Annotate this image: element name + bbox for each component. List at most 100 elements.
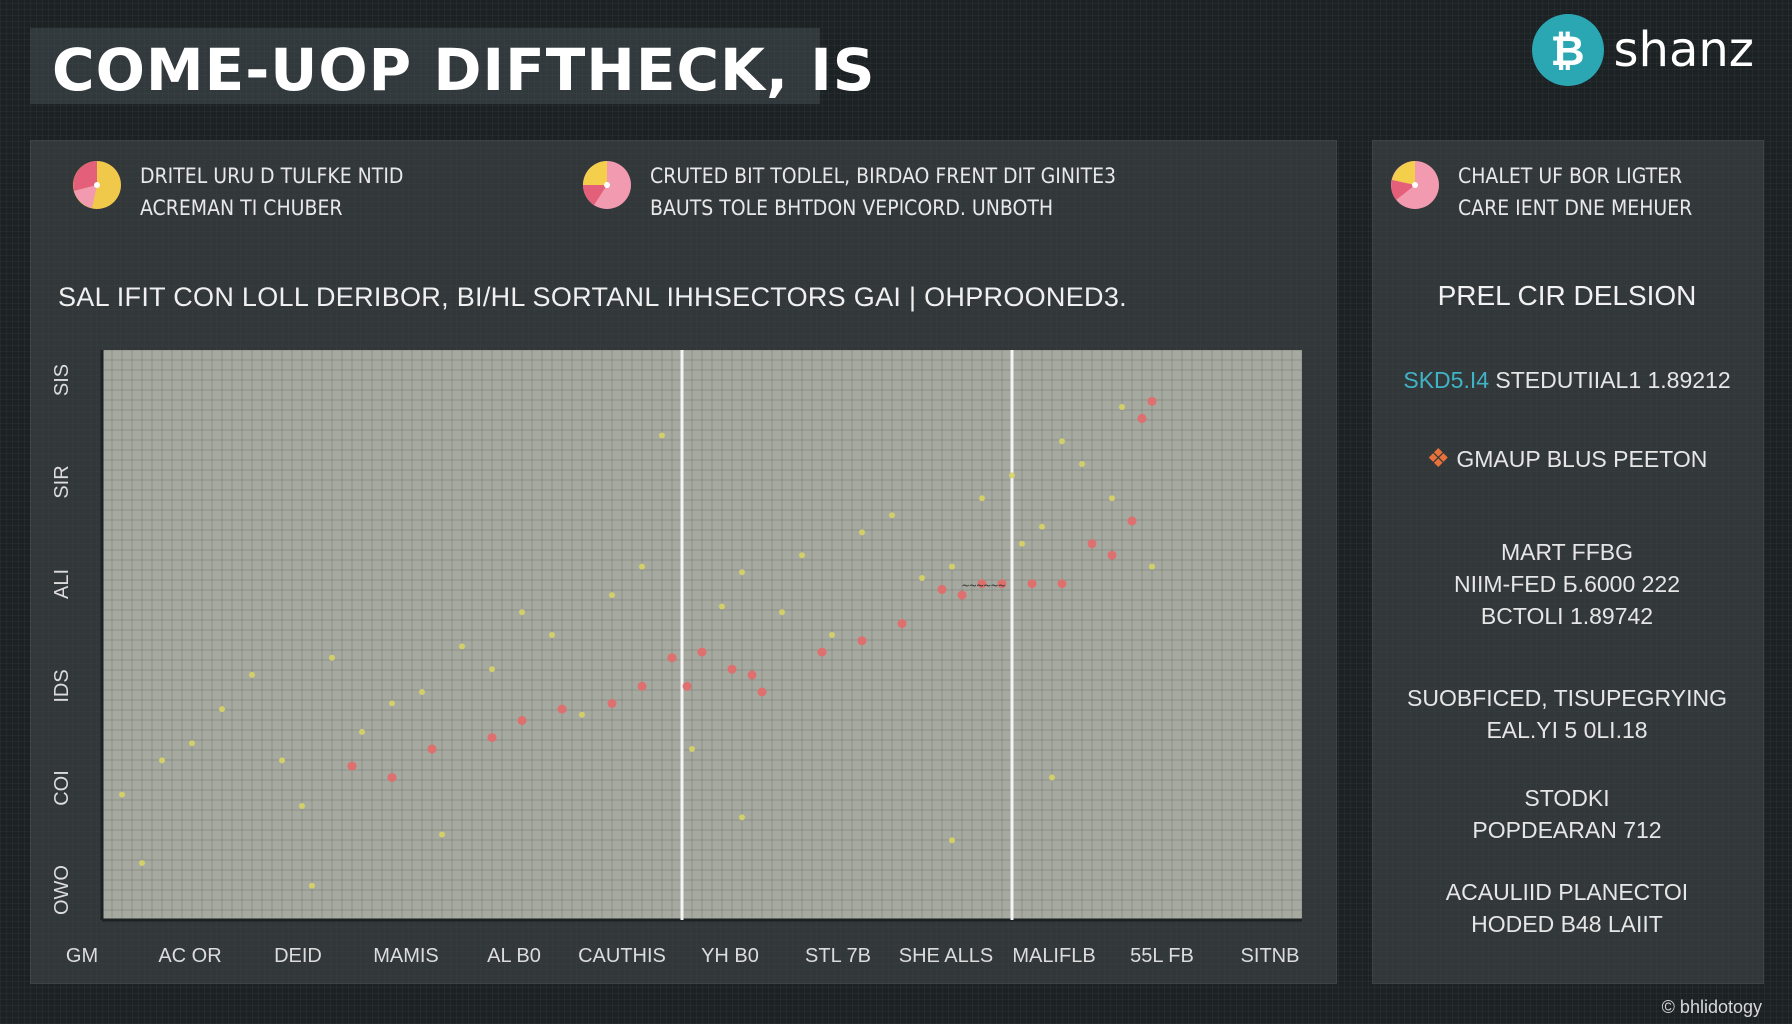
sidebar-row-2: ❖ GMAUP BLUS PEETON (1372, 442, 1762, 475)
data-point (309, 882, 315, 889)
data-point (857, 636, 867, 646)
data-point (949, 563, 955, 570)
data-point (607, 698, 617, 708)
legend-line: DRITEL URU D TULFKE NTID (140, 164, 404, 188)
data-point (1059, 438, 1065, 445)
data-point (817, 647, 827, 657)
legend-line: ACREMAN TI CHUBER (140, 196, 343, 220)
x-tick-label: 55L FB (1130, 945, 1194, 967)
title-banner (30, 28, 820, 104)
y-tick-label: COI (51, 770, 73, 806)
brand-name: shanz (1613, 22, 1754, 78)
block-line: MART FFBG (1500, 539, 1634, 565)
data-point (557, 704, 567, 714)
details-panel (1372, 140, 1764, 984)
x-tick-label: MAMIS (373, 945, 439, 967)
data-point (897, 619, 907, 629)
data-point (719, 603, 725, 610)
data-point (189, 740, 195, 747)
legend-line: CARE IENT DNE MEHUER (1458, 196, 1693, 220)
block-line: SUOBFICED, TISUPEGRYING (1407, 685, 1727, 711)
data-point (159, 757, 165, 764)
pie-chart-icon (1391, 161, 1439, 209)
data-point (419, 689, 425, 695)
data-point (1149, 563, 1155, 570)
data-point (1119, 404, 1125, 410)
data-point (219, 706, 225, 713)
legend-line: BAUTS TOLE BHTDON VEPICORD. UNBOTH (650, 196, 1054, 220)
grid-lines (101, 349, 1303, 921)
data-point (1049, 774, 1055, 781)
data-point (919, 575, 925, 581)
sidebar-block-2: SUOBFICED, TISUPEGRYING EAL.YI 5 0LI.18 (1372, 682, 1762, 746)
row-label: GMAUP BLUS PEETON (1456, 446, 1708, 472)
chart-annotation: ~~~~~~ (962, 578, 1005, 592)
data-point (1137, 413, 1147, 423)
x-tick-label: YH B0 (701, 945, 759, 967)
data-point (682, 681, 692, 691)
block-line: HODED B48 LAIIT (1471, 911, 1663, 937)
data-point (829, 632, 835, 638)
data-point (329, 654, 335, 661)
sidebar-block-3: STODKI POPDEARAN 712 (1372, 782, 1762, 846)
data-point (359, 728, 365, 735)
data-point (1079, 461, 1085, 467)
legend-item-1: DRITEL URU D TULFKE NTID ACREMAN TI CHUB… (72, 160, 403, 224)
data-point (439, 831, 445, 838)
data-point (659, 432, 665, 439)
x-tick-label: AC OR (158, 945, 221, 967)
data-point (639, 563, 645, 570)
block-line: ACAULIID PLANECTOI (1445, 879, 1689, 905)
legend-item-3: CHALET UF BOR LIGTER CARE IENT DNE MEHUE… (1390, 160, 1692, 224)
data-point (889, 512, 895, 519)
data-point (637, 681, 647, 691)
block-line: POPDEARAN 712 (1472, 817, 1662, 843)
data-point (459, 643, 465, 650)
x-tick-label: SHE ALLS (899, 945, 994, 967)
data-point (747, 670, 757, 680)
data-point (739, 569, 745, 576)
block-line: NIIM-FED Б.6000 222 (1453, 571, 1680, 597)
data-point (517, 716, 527, 725)
y-tick-label: SIS (51, 364, 73, 396)
data-point (739, 814, 745, 821)
data-point (689, 746, 695, 752)
legend-item-2: CRUTED BIT TODLEL, BIRDAO FRENT DIT GINI… (582, 160, 1116, 224)
data-point (1057, 579, 1067, 589)
data-point (279, 757, 285, 764)
data-point (519, 609, 525, 616)
bitcoin-icon: ₿ (1531, 14, 1604, 86)
stat-value: STEDUTIIAL1 1.89212 (1495, 367, 1731, 393)
block-line: STODKI (1524, 785, 1610, 811)
data-point (389, 700, 395, 707)
data-point (299, 803, 305, 809)
block-line: BCTOLI 1.89742 (1480, 603, 1654, 629)
data-point (937, 584, 947, 594)
y-tick-label: SIR (51, 465, 73, 498)
x-tick-label: CAUTHIS (578, 945, 666, 967)
page-title: COME-UOP DIFTHECK, IS (52, 36, 876, 104)
scatter-chart: SIS SIR ALI IDS COI OWO GM AC OR DEID MAMIS AL B0… (51, 349, 1303, 967)
data-point (1087, 539, 1097, 549)
stat-code: SKD5.I4 (1403, 367, 1490, 393)
y-tick-label: ALI (51, 569, 73, 599)
hand-icon: ❖ (1426, 443, 1450, 473)
data-point (139, 860, 145, 866)
data-point (779, 609, 785, 616)
data-point (977, 579, 987, 589)
data-point (427, 744, 437, 754)
data-point (1019, 540, 1025, 547)
plot-area (102, 350, 1302, 920)
pie-chart-icon (73, 161, 121, 209)
x-tick-label: STL 7B (805, 945, 871, 967)
data-point (387, 773, 397, 782)
legend-line: CRUTED BIT TODLEL, BIRDAO FRENT DIT GINI… (650, 164, 1117, 188)
block-line: EAL.YI 5 0LI.18 (1486, 717, 1648, 743)
data-point (1027, 579, 1037, 589)
data-point (997, 579, 1007, 589)
data-point (979, 495, 985, 502)
brand-logo: ₿ shanz (1531, 12, 1754, 88)
data-point (949, 837, 955, 844)
data-point (799, 552, 805, 559)
y-tick-label: OWO (51, 865, 73, 915)
